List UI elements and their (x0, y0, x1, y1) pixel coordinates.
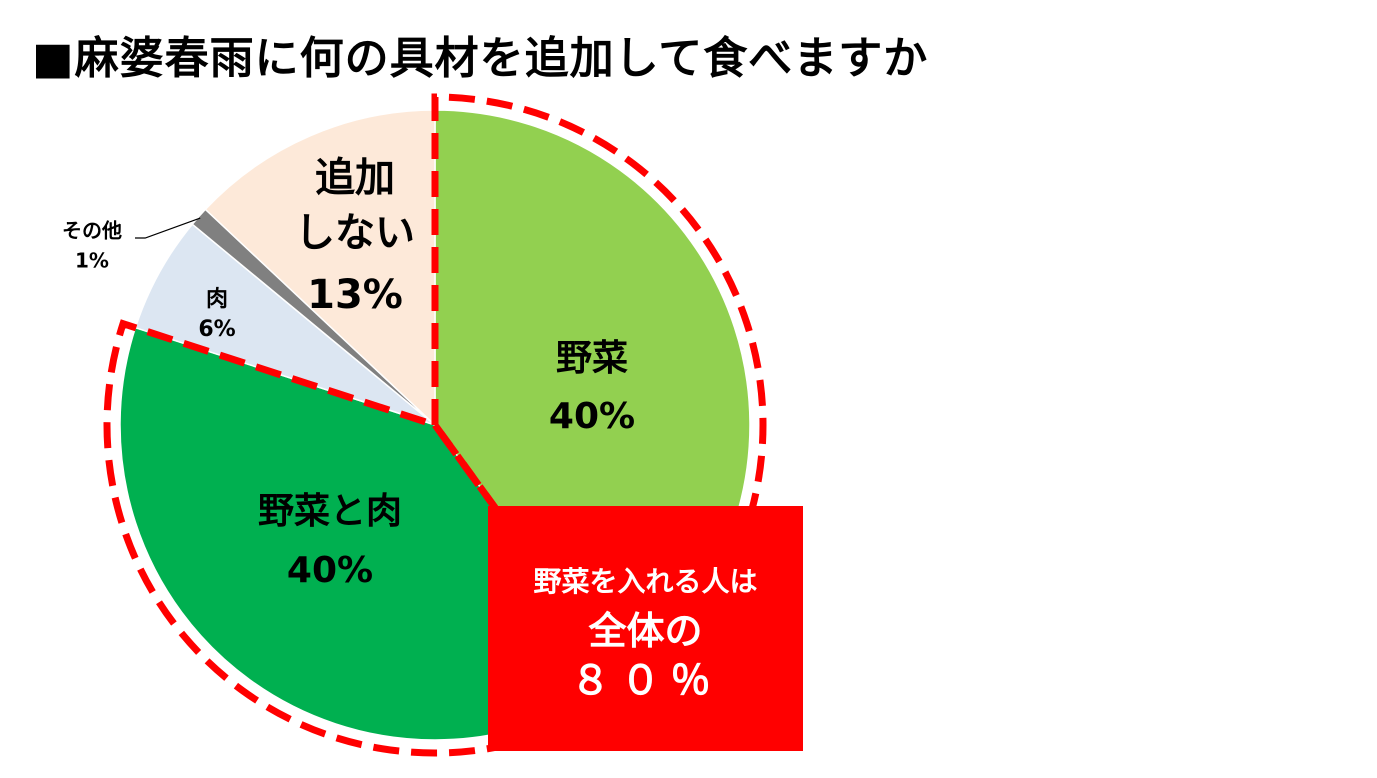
slice-value-other: 1% (75, 249, 109, 273)
callout-line-1: 野菜を入れる人は (533, 565, 758, 598)
chart-title: ■麻婆春雨に何の具材を追加して食べますか (32, 33, 929, 84)
slice-label-none-line-1: 追加 (315, 155, 395, 201)
slice-value-vegetables: 40% (549, 396, 635, 437)
slice-label-none-line-2: しない (295, 210, 415, 256)
callout-line-2: 全体の (588, 609, 703, 653)
slice-value-none: 13% (307, 272, 403, 318)
slice-label-other: その他 (62, 219, 122, 243)
slice-label-vegetables: 野菜 (556, 338, 628, 379)
highlight-outline-veg-and-meat (103, 319, 633, 757)
pie-slice-none (204, 109, 436, 427)
leader-line-other (135, 217, 201, 239)
callout-line-3: ８０％ (570, 658, 721, 704)
slice-label-veg-and-meat: 野菜と肉 (258, 491, 402, 532)
callout-box: 野菜を入れる人は 全体の ８０％ (488, 506, 803, 751)
slice-value-meat: 6% (198, 317, 235, 342)
slice-label-meat: 肉 (206, 287, 228, 312)
slice-value-veg-and-meat: 40% (287, 550, 373, 591)
